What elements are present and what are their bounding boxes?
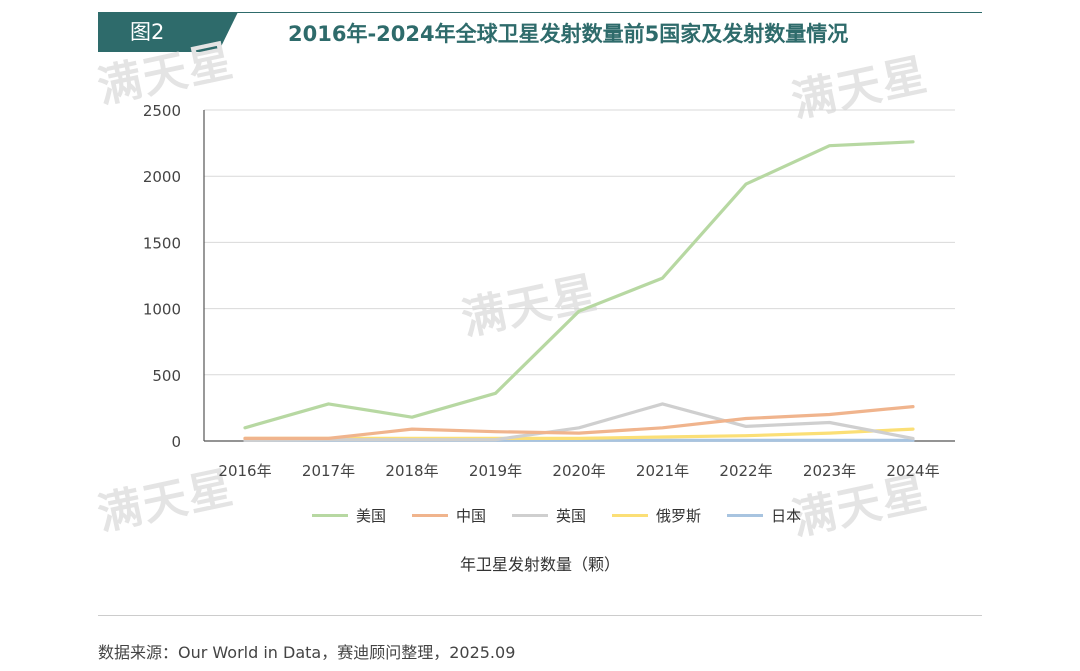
y-tick-label: 0	[171, 433, 181, 451]
series-line-2	[243, 402, 915, 442]
legend-label: 美国	[356, 507, 387, 525]
legend-swatch	[312, 514, 348, 517]
legend-item: 英国	[512, 505, 586, 526]
legend-item: 美国	[312, 505, 386, 526]
legend-swatch	[512, 514, 549, 517]
footer-rule	[98, 615, 982, 616]
header-rule	[98, 12, 982, 13]
chart-legend: 美国 中国 英国 俄罗斯 日本	[312, 505, 801, 526]
x-tick-label: 2021年	[636, 462, 689, 480]
x-axis-title: 年卫星发射数量（颗）	[459, 555, 620, 574]
x-tick-label: 2019年	[469, 462, 522, 480]
legend-label: 英国	[556, 507, 587, 525]
y-tick-label: 2000	[143, 168, 181, 186]
legend-item: 中国	[412, 505, 486, 526]
legend-swatch	[412, 514, 449, 517]
x-tick-label: 2016年	[218, 462, 271, 480]
x-tick-label: 2020年	[552, 462, 605, 480]
legend-item: 俄罗斯	[612, 505, 701, 526]
x-tick-label: 2017年	[302, 462, 355, 480]
legend-swatch	[727, 514, 764, 517]
legend-label: 日本	[771, 507, 802, 525]
legend-swatch	[612, 514, 649, 517]
series-line-1	[243, 405, 915, 440]
y-tick-label: 1500	[143, 234, 181, 252]
series-line-0	[243, 140, 915, 430]
chart-title: 2016年-2024年全球卫星发射数量前5国家及发射数量情况	[288, 22, 849, 46]
x-tick-label: 2024年	[886, 462, 939, 480]
source-note: 数据来源：Our World in Data，赛迪顾问整理，2025.09	[98, 643, 516, 662]
legend-label: 俄罗斯	[656, 507, 702, 525]
figure-tag: 图2	[98, 12, 238, 52]
legend-item: 日本	[727, 505, 801, 526]
y-tick-label: 2500	[143, 102, 181, 120]
x-tick-label: 2018年	[385, 462, 438, 480]
x-tick-label: 2023年	[803, 462, 856, 480]
legend-label: 中国	[456, 507, 487, 525]
x-tick-label: 2022年	[719, 462, 772, 480]
y-tick-label: 1000	[143, 301, 181, 319]
y-tick-label: 500	[152, 367, 181, 385]
